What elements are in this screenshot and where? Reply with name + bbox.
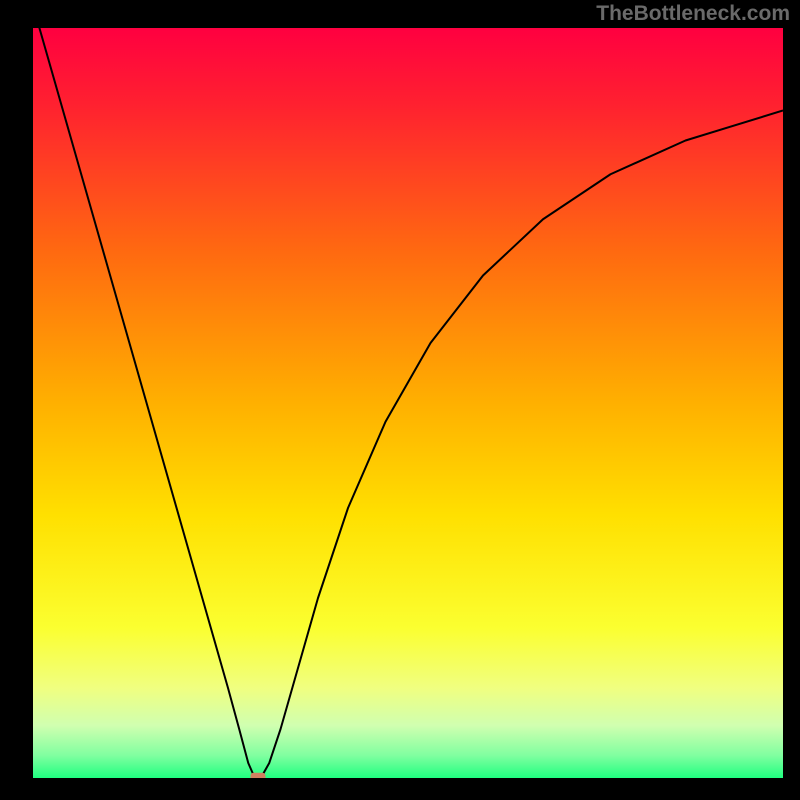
watermark-text: TheBottleneck.com (596, 2, 790, 26)
curve-chart (33, 28, 783, 778)
plot-area (33, 28, 783, 778)
gradient-background (33, 28, 783, 778)
min-marker (251, 773, 266, 778)
chart-container: TheBottleneck.com (0, 0, 800, 800)
